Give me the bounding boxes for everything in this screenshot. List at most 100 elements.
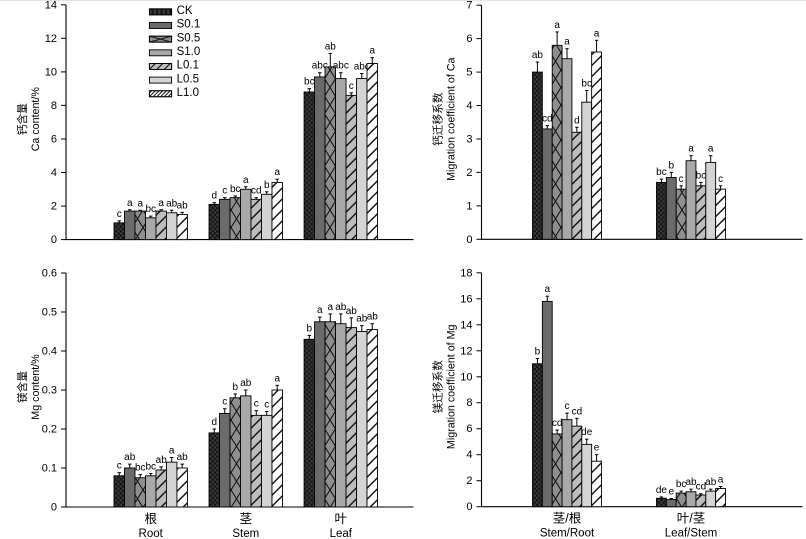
svg-text:0: 0 <box>51 234 57 246</box>
svg-text:cd: cd <box>572 406 583 417</box>
svg-text:cd: cd <box>542 114 553 125</box>
svg-text:de: de <box>656 485 668 496</box>
svg-text:c: c <box>222 397 227 408</box>
svg-text:6: 6 <box>466 423 472 435</box>
svg-text:bc: bc <box>230 184 241 195</box>
svg-text:7: 7 <box>466 0 472 12</box>
svg-text:0.5: 0.5 <box>42 307 57 319</box>
svg-text:bc: bc <box>145 461 156 472</box>
svg-text:b: b <box>669 160 675 171</box>
svg-text:5: 5 <box>466 67 472 79</box>
svg-text:Mg content/%: Mg content/% <box>30 354 42 420</box>
svg-text:Leaf/Stem: Leaf/Stem <box>665 528 717 539</box>
svg-text:钙含量: 钙含量 <box>16 103 29 135</box>
svg-text:c: c <box>222 186 227 197</box>
svg-text:d: d <box>211 191 217 202</box>
svg-text:d: d <box>211 417 217 428</box>
svg-text:0.3: 0.3 <box>42 385 57 397</box>
svg-text:a: a <box>274 373 280 384</box>
svg-text:bc: bc <box>145 204 156 215</box>
svg-text:ab: ab <box>325 41 337 52</box>
svg-text:Migration coefficient of Ca: Migration coefficient of Ca <box>446 57 458 180</box>
svg-text:0.2: 0.2 <box>42 424 57 436</box>
svg-text:根: 根 <box>144 512 157 526</box>
svg-text:b: b <box>264 180 270 191</box>
svg-text:Stem/Root: Stem/Root <box>540 528 595 539</box>
svg-text:a: a <box>328 302 334 313</box>
svg-text:钙迁移系数: 钙迁移系数 <box>432 92 445 146</box>
svg-text:c: c <box>349 81 354 92</box>
svg-text:b: b <box>307 323 313 334</box>
svg-text:Migration coefficient of Mg: Migration coefficient of Mg <box>446 324 458 449</box>
svg-text:0.4: 0.4 <box>42 346 57 358</box>
svg-text:2: 2 <box>51 201 57 213</box>
svg-text:b: b <box>232 382 238 393</box>
svg-text:镁含量: 镁含量 <box>16 371 29 403</box>
svg-text:2: 2 <box>466 167 472 179</box>
svg-text:abc: abc <box>333 61 349 72</box>
svg-text:L0.1: L0.1 <box>177 60 199 72</box>
svg-text:a: a <box>688 144 694 155</box>
svg-text:d: d <box>574 115 580 126</box>
svg-text:ab: ab <box>367 312 379 323</box>
svg-text:6: 6 <box>466 33 472 45</box>
svg-text:bc: bc <box>304 77 315 88</box>
svg-text:14: 14 <box>45 0 57 11</box>
svg-text:a: a <box>137 198 143 209</box>
svg-text:c: c <box>565 401 570 412</box>
svg-text:4: 4 <box>466 449 472 461</box>
svg-text:ab: ab <box>240 378 252 389</box>
svg-text:茎/根: 茎/根 <box>553 512 582 526</box>
svg-text:cd: cd <box>552 418 563 429</box>
svg-text:0: 0 <box>466 501 472 513</box>
svg-text:c: c <box>254 399 259 410</box>
svg-text:10: 10 <box>460 371 472 383</box>
svg-text:2: 2 <box>466 475 472 487</box>
svg-text:10: 10 <box>45 66 57 78</box>
svg-text:叶: 叶 <box>335 512 348 526</box>
svg-text:ab: ab <box>156 455 168 466</box>
svg-text:18: 18 <box>460 267 472 279</box>
svg-text:a: a <box>317 305 323 316</box>
svg-text:ab: ab <box>177 200 189 211</box>
svg-text:1: 1 <box>466 200 472 212</box>
svg-text:a: a <box>369 46 375 57</box>
svg-text:ab: ab <box>177 452 189 463</box>
svg-text:0.6: 0.6 <box>42 268 57 280</box>
svg-text:S0.1: S0.1 <box>177 19 201 31</box>
svg-text:3: 3 <box>466 134 472 146</box>
svg-text:a: a <box>274 167 280 178</box>
svg-text:a: a <box>158 198 164 209</box>
svg-text:茎: 茎 <box>240 512 253 526</box>
svg-text:cd: cd <box>251 186 262 197</box>
svg-text:a: a <box>169 445 175 456</box>
svg-text:bc: bc <box>581 78 592 89</box>
svg-text:c: c <box>117 461 122 472</box>
svg-text:S0.5: S0.5 <box>177 32 201 44</box>
svg-text:8: 8 <box>466 397 472 409</box>
svg-text:e: e <box>669 487 675 498</box>
svg-text:12: 12 <box>45 33 57 45</box>
svg-text:4: 4 <box>466 100 472 112</box>
svg-text:16: 16 <box>460 293 472 305</box>
svg-text:a: a <box>564 37 570 48</box>
svg-text:a: a <box>127 198 133 209</box>
svg-text:a: a <box>545 284 551 295</box>
svg-text:4: 4 <box>51 167 57 179</box>
svg-text:Stem: Stem <box>232 528 259 539</box>
svg-text:c: c <box>117 209 122 220</box>
svg-text:ab: ab <box>124 452 136 463</box>
svg-text:12: 12 <box>460 345 472 357</box>
svg-text:de: de <box>581 427 593 438</box>
svg-text:a: a <box>554 20 560 31</box>
svg-text:bc: bc <box>656 167 667 178</box>
svg-text:bc: bc <box>135 463 146 474</box>
svg-text:L0.5: L0.5 <box>177 73 199 85</box>
svg-text:a: a <box>594 28 600 39</box>
svg-text:8: 8 <box>51 100 57 112</box>
svg-text:6: 6 <box>51 134 57 146</box>
svg-text:c: c <box>718 174 723 185</box>
svg-text:b: b <box>535 347 541 358</box>
svg-text:Root: Root <box>139 528 164 539</box>
svg-text:0: 0 <box>466 234 472 246</box>
